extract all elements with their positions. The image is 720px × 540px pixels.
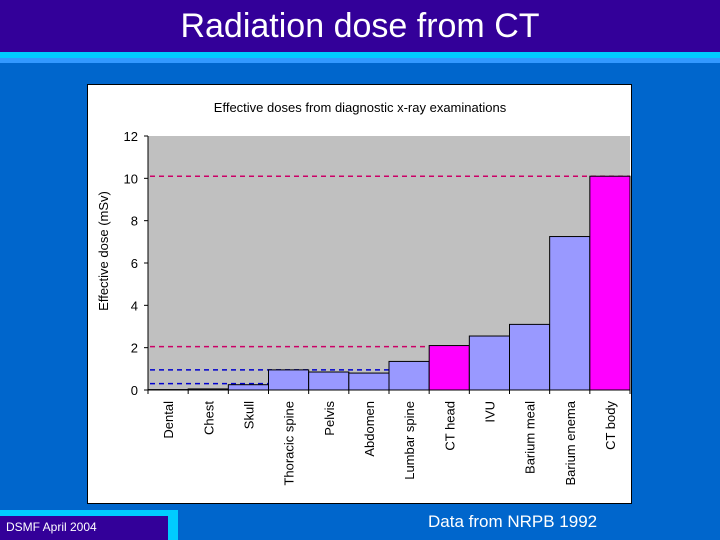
bar-lumbar-spine (388, 360, 430, 391)
x-tick-label: Dental (161, 401, 176, 439)
chart-panel: Effective doses from diagnostic x-ray ex… (87, 84, 632, 504)
bar-pelvis (308, 371, 350, 391)
x-tick-label: Barium meal (523, 401, 538, 474)
x-tick-label: Thoracic spine (282, 401, 297, 486)
bar-ivu (468, 335, 511, 391)
footer-label: DSMF April 2004 (6, 520, 97, 534)
bar-thoracic-spine (268, 369, 310, 391)
x-tick-label: Lumbar spine (402, 401, 417, 480)
footer-stripe (0, 510, 178, 516)
y-tick-label: 4 (131, 298, 138, 313)
title-stripe-secondary (0, 58, 720, 63)
bar-abdomen (348, 372, 390, 391)
bar-ct-body (589, 175, 631, 391)
footer-stripe-vertical (168, 510, 178, 540)
y-tick-label: 12 (124, 129, 138, 144)
y-tick-label: 10 (124, 171, 138, 186)
y-tick-label: 6 (131, 256, 138, 271)
chart-title: Effective doses from diagnostic x-ray ex… (214, 100, 507, 115)
footer-box (0, 516, 168, 540)
x-tick-label: IVU (482, 401, 497, 423)
x-tick-label: CT head (442, 401, 457, 451)
bar-ct-head (428, 345, 470, 391)
title-bar (0, 0, 720, 52)
title-stripe (0, 52, 720, 58)
bar-skull (227, 384, 269, 391)
y-tick-label: 2 (131, 341, 138, 356)
bar-barium-meal (509, 323, 551, 391)
x-tick-label: CT body (603, 401, 618, 450)
x-tick-label: Abdomen (362, 401, 377, 457)
bar-chart: Effective doses from diagnostic x-ray ex… (96, 100, 631, 486)
x-tick-label: Chest (201, 401, 216, 435)
bar-barium-enema (549, 236, 591, 391)
source-note: Data from NRPB 1992 (428, 512, 598, 531)
x-tick-label: Skull (241, 401, 256, 429)
y-axis-label: Effective dose (mSv) (96, 191, 111, 311)
slide-title: Radiation dose from CT (180, 7, 540, 45)
y-tick-label: 8 (131, 214, 138, 229)
x-tick-label: Pelvis (322, 401, 337, 436)
y-tick-label: 0 (131, 383, 138, 398)
x-tick-label: Barium enema (563, 400, 578, 485)
